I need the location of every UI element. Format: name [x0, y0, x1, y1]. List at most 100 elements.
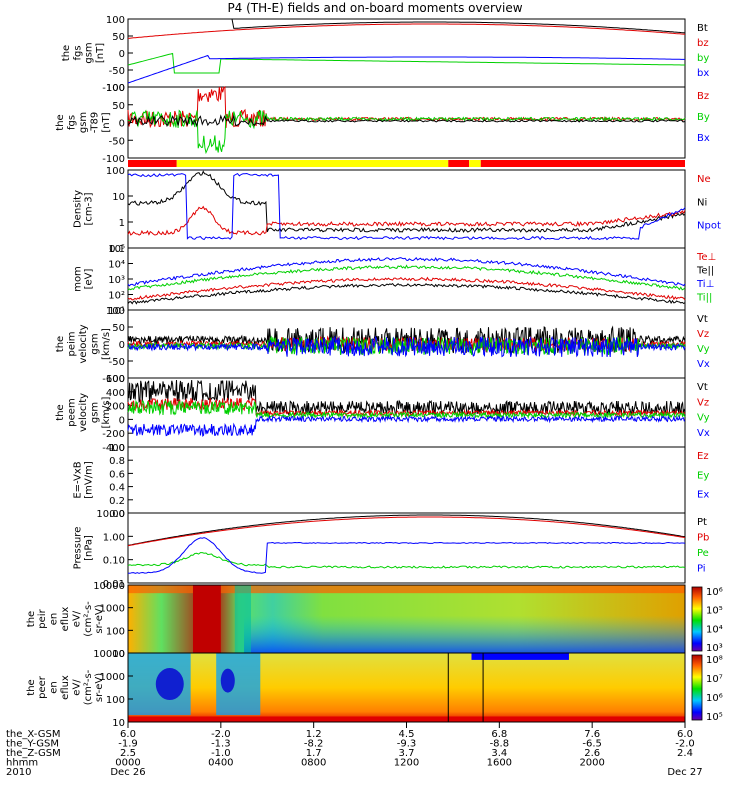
legend-ne: Ne [697, 174, 711, 185]
xaxis-value: -9.3 [397, 739, 417, 750]
panel-peer-spectrogram: 10⁸ 10⁷ 10⁶ 10⁵ 10000 1000 100 10 the peer en eflux… [26, 649, 723, 729]
legend-npot: Npot [697, 221, 721, 232]
y-tick-label: -100 [102, 154, 125, 165]
y-tick-label: 100 [106, 83, 125, 94]
y-tick-label: 100 [106, 626, 125, 637]
y-tick-label: 0.0 [109, 509, 125, 520]
xaxis-value: 3.7 [399, 748, 415, 759]
y-tick-label: 50 [112, 101, 125, 112]
xaxis-value: 0400 [208, 758, 233, 769]
y-axis-label: sr-eV) [94, 604, 105, 633]
y-tick-label: 400 [106, 388, 125, 399]
y-axis-label: (cm²-s- [83, 601, 94, 637]
y-tick-label: 50 [112, 323, 125, 334]
xaxis-value: 1200 [394, 758, 419, 769]
y-tick-label: -50 [109, 66, 125, 77]
legend-vz: Vz [697, 397, 709, 408]
xaxis-value: -1.3 [211, 739, 231, 750]
y-axis-label: peer [37, 675, 48, 699]
y-axis-label: [km/s] [101, 328, 112, 360]
mode-segment [480, 160, 685, 167]
y-axis-label: gsm [89, 402, 100, 423]
y-tick-label: -50 [109, 357, 125, 368]
y-tick-label: 0.01 [103, 579, 125, 590]
mode-segment [448, 160, 470, 167]
y-axis-label: [nT] [95, 43, 106, 63]
xaxis-value: Dec 26 [110, 767, 145, 778]
y-axis-label: gsm [84, 42, 95, 63]
panel-peir-spectrogram: 10⁶ 10⁵ 10⁴ 10³ 10000 1000 100 10 the peir en eflux… [26, 581, 723, 660]
y-axis-label: peir [37, 608, 48, 628]
y-tick-label: 0 [119, 119, 125, 130]
y-tick-label: 0.4 [109, 483, 125, 494]
xaxis-row-label: hhmm [6, 758, 38, 769]
panel-density: 100 10 1 0.1 Density [cm-3] Ne Ni Npot [72, 166, 721, 255]
legend-ex: Ex [697, 490, 709, 501]
legend-vt: Vt [697, 314, 708, 325]
y-tick-label: 0.8 [109, 456, 125, 467]
mode-segment [469, 160, 481, 167]
xaxis-value: -6.5 [582, 739, 602, 750]
legend-bz: Bz [697, 91, 709, 102]
y-tick-label: 1000 [100, 604, 125, 615]
xaxis-value: 4.5 [399, 729, 415, 740]
xaxis-value: 7.6 [584, 729, 600, 740]
xaxis-value: 1.7 [306, 748, 322, 759]
xaxis-value: -2.0 [675, 739, 695, 750]
y-tick-label: 10.00 [96, 509, 125, 520]
legend-vz: Vz [697, 329, 709, 340]
mode-segment [176, 160, 449, 167]
y-axis-label: eV/ [71, 679, 82, 696]
xaxis-value: -2.0 [211, 729, 231, 740]
y-axis-label: en [49, 613, 60, 626]
y-tick-label: 100 [106, 15, 125, 26]
xaxis-value: 2.6 [584, 748, 600, 759]
y-axis-label: -T89 [89, 112, 100, 134]
y-tick-label: 1000 [100, 672, 125, 683]
panel-temperature: 10⁵ 10⁴ 10³ 10² 10¹ mom [eV] Te⊥ Te|| Ti⊥ Ti|| [72, 244, 716, 317]
y-axis-label: peem [67, 398, 78, 426]
y-tick-label: -400 [102, 443, 125, 454]
y-tick-label: 10 [112, 192, 125, 203]
xaxis-value: -8.2 [304, 739, 324, 750]
legend-vx: Vx [697, 428, 710, 439]
y-tick-label: 10¹ [108, 306, 125, 317]
y-axis-label: the [26, 679, 37, 695]
y-axis-label: eV/ [71, 610, 82, 627]
y-axis-label: [mV/m] [84, 461, 95, 499]
y-axis-label: the [26, 611, 37, 627]
y-axis-label: [eV] [84, 269, 95, 290]
legend-ti: Ti⊥ [696, 279, 714, 290]
legend-pe: Pe [697, 548, 709, 559]
xaxis-value: 1600 [487, 758, 512, 769]
legend-ni: Ni [697, 197, 707, 208]
y-axis-label: Density [72, 190, 83, 228]
y-tick-label: 0.1 [109, 244, 125, 255]
xaxis-value: 2.5 [120, 748, 136, 759]
y-axis-label: Pressure [72, 527, 83, 570]
legend-ez: Ez [697, 451, 709, 462]
panel-efield: 1.0 0.8 0.6 0.4 0.2 0.0 E=-VxB [mV/m] Ez Ey Ex [72, 443, 709, 520]
y-axis-label: velocity [78, 324, 89, 363]
y-axis-label: velocity [78, 393, 89, 432]
y-tick-label: 0 [119, 49, 125, 60]
xaxis-row-label: 2010 [6, 767, 31, 778]
xaxis-value: 0000 [115, 758, 140, 769]
colorbar-tick-label: 10⁴ [706, 624, 723, 635]
y-tick-label: 0.10 [103, 556, 125, 567]
y-axis-label: E=-VxB [72, 461, 83, 498]
legend-bt: Bt [697, 23, 708, 34]
y-axis-label: (cm²-s- [83, 669, 94, 705]
y-tick-label: 10000 [93, 581, 125, 592]
y-tick-label: -100 [102, 83, 125, 94]
legend-vy: Vy [697, 344, 710, 355]
legend-by: by [697, 53, 709, 64]
xaxis-value: 2000 [579, 758, 604, 769]
mode-segment [128, 160, 177, 167]
xaxis-value: 6.8 [491, 729, 507, 740]
y-tick-label: 0.2 [109, 496, 125, 507]
colorbar-tick-label: 10⁶ [706, 693, 723, 704]
legend-ey: Ey [697, 470, 709, 481]
y-axis-label: eflux [60, 607, 71, 632]
